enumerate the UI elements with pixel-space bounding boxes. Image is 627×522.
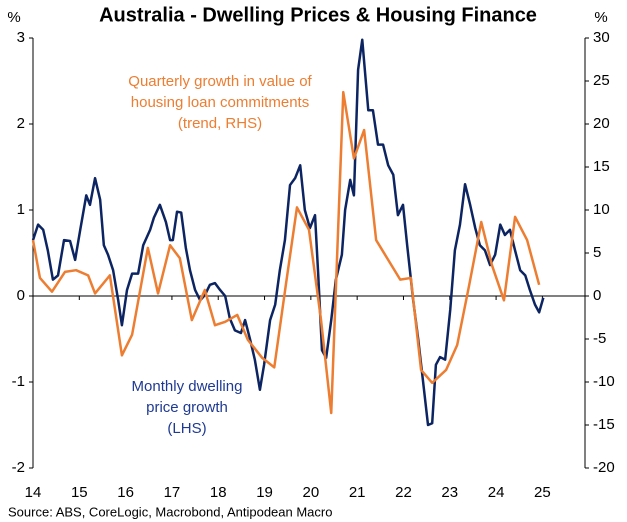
x-tick-label: 25 [534,484,551,501]
x-tick-label: 14 [25,484,42,501]
annotation: Monthly dwelling [132,378,243,395]
x-tick-label: 18 [210,484,227,501]
x-tick-label: 21 [349,484,366,501]
y2-tick-label: -20 [593,459,615,476]
x-tick-label: 15 [71,484,88,501]
y2-tick-label: 5 [593,244,601,261]
x-tick-label: 23 [441,484,458,501]
y2-tick-label: 30 [593,29,610,46]
y2-tick-label: 25 [593,72,610,89]
annotation: (LHS) [167,420,206,437]
annotation: (trend, RHS) [178,115,262,132]
x-tick-label: 17 [164,484,181,501]
x-tick-label: 19 [256,484,273,501]
annotation: price growth [146,399,228,416]
y2-tick-label: 0 [593,287,601,304]
annotation: Quarterly growth in value of [128,73,312,90]
y-tick-label: -2 [12,459,25,476]
y2-tick-label: -15 [593,416,615,433]
x-tick-label: 20 [303,484,320,501]
y-tick-label: 3 [17,29,25,46]
y2-tick-label: -5 [593,330,606,347]
x-tick-label: 22 [395,484,412,501]
data-line [31,90,541,415]
chart-title: Australia - Dwelling Prices & Housing Fi… [99,4,537,26]
y-tick-label: -1 [12,373,25,390]
x-tick-label: 24 [488,484,505,501]
y-unit: % [7,9,20,26]
annotation: housing loan commitments [131,94,309,111]
y-tick-label: 1 [17,201,25,218]
y-tick-label: 2 [17,115,25,132]
source-note: Source: ABS, CoreLogic, Macrobond, Antip… [8,504,332,519]
y-tick-label: 0 [17,287,25,304]
y2-tick-label: 15 [593,158,610,175]
y2-tick-label: 10 [593,201,610,218]
y2-unit: % [594,9,607,26]
y2-tick-label: -10 [593,373,615,390]
y2-tick-label: 20 [593,115,610,132]
data-line [31,38,545,427]
x-tick-label: 16 [117,484,134,501]
